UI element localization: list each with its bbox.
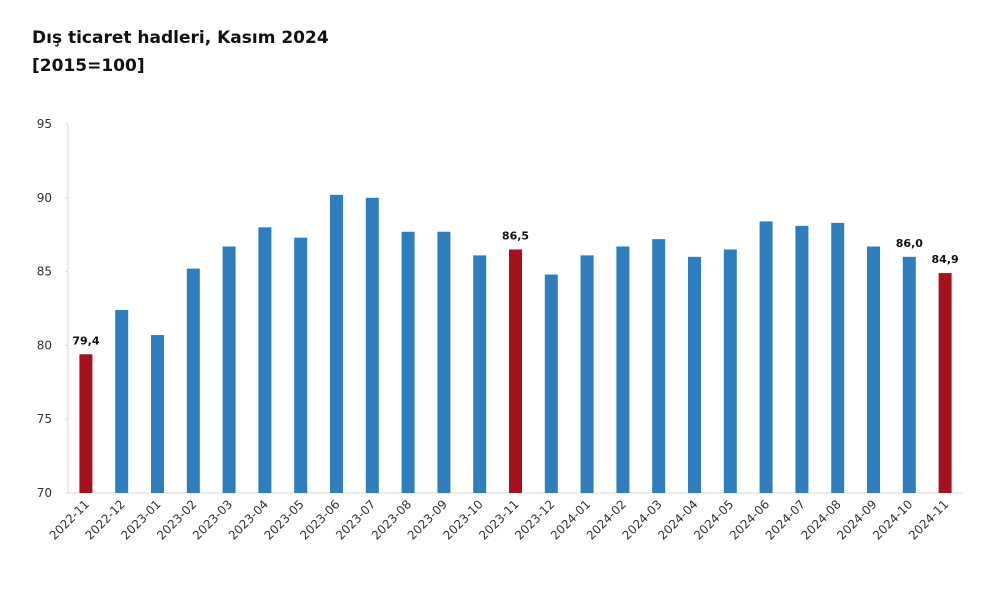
bar <box>401 231 415 494</box>
bar <box>365 197 379 494</box>
bar <box>580 255 594 493</box>
bar <box>831 222 845 493</box>
bar <box>222 246 236 493</box>
bar <box>473 255 487 493</box>
bar <box>509 249 522 493</box>
bar <box>759 221 773 493</box>
y-tick-label: 85 <box>37 265 52 279</box>
value-label: 79,4 <box>72 334 99 347</box>
value-label: 86,5 <box>502 229 529 242</box>
bar <box>294 237 308 493</box>
y-tick-label: 75 <box>37 412 52 426</box>
y-tick-label: 95 <box>37 117 52 131</box>
bar <box>330 194 343 493</box>
chart-title: Dış ticaret hadleri, Kasım 2024 <box>32 28 329 48</box>
bar <box>688 256 701 493</box>
y-tick-label: 90 <box>37 191 52 205</box>
value-label: 84,9 <box>932 253 959 266</box>
x-tick-label: 2024-11 <box>906 497 951 542</box>
bar <box>544 274 558 493</box>
y-tick-label: 70 <box>37 486 52 500</box>
bar <box>902 256 916 493</box>
bar <box>938 273 952 493</box>
chart-subtitle: [2015=100] <box>32 56 145 76</box>
bar <box>867 246 880 493</box>
value-label: 86,0 <box>896 237 923 250</box>
bar <box>652 239 666 493</box>
bar <box>616 246 630 493</box>
bar <box>79 354 93 493</box>
y-tick-label: 80 <box>37 338 52 352</box>
bar <box>258 227 272 493</box>
bar <box>795 225 809 493</box>
bar <box>437 231 451 494</box>
bar <box>115 309 129 493</box>
bar <box>723 249 737 493</box>
bar <box>151 335 164 493</box>
bar <box>186 268 200 493</box>
